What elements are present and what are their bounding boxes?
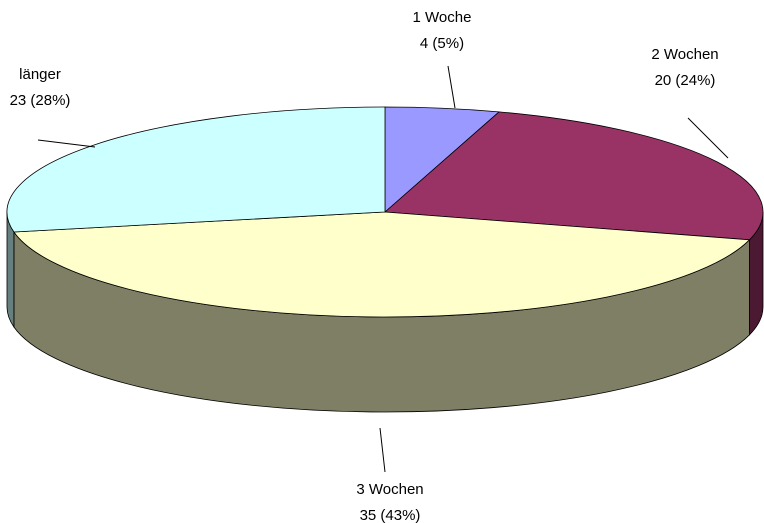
data-label-value: 4 (5%) bbox=[420, 35, 464, 52]
data-label-value: 23 (28%) bbox=[10, 92, 71, 109]
slice bbox=[384, 111, 764, 241]
slice bbox=[6, 106, 386, 233]
leader-line bbox=[379, 427, 386, 473]
data-label-name: länger bbox=[19, 66, 61, 83]
data-label-name: 2 Wochen bbox=[651, 46, 718, 63]
leader-line bbox=[687, 117, 729, 159]
leader-line bbox=[37, 139, 96, 148]
slice bbox=[13, 211, 751, 318]
data-label-name: 3 Wochen bbox=[356, 481, 423, 498]
data-label-value: 20 (24%) bbox=[655, 72, 716, 89]
leader-line bbox=[447, 65, 456, 109]
data-label-name: 1 Woche bbox=[413, 9, 472, 26]
data-label-value: 35 (43%) bbox=[360, 507, 421, 523]
